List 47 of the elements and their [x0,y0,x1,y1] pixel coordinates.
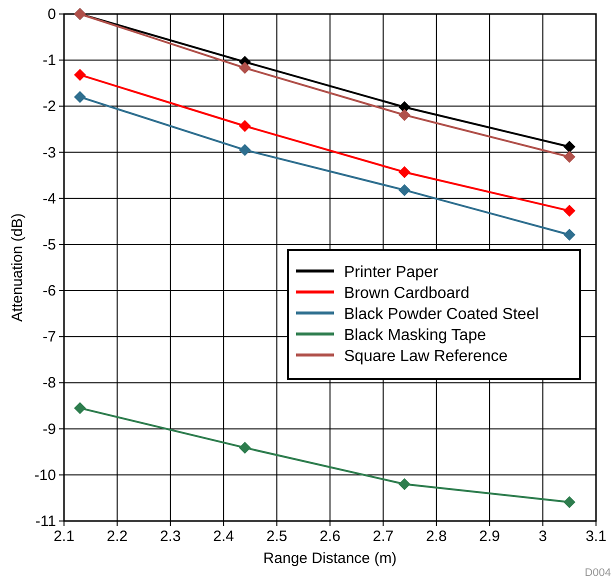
point [74,90,86,103]
legend-label: Printer Paper [344,264,439,281]
y-tick-label: -6 [42,282,56,300]
y-tick-label: 0 [48,6,56,23]
y-tick-label: -9 [42,420,56,438]
x-tick-label: 2.1 [54,528,74,545]
legend-label: Black Powder Coated Steel [344,306,539,323]
y-tick-label: -11 [35,513,56,530]
text: D004 [584,567,611,579]
x-tick-label: 2.7 [372,528,394,545]
point [398,184,410,196]
x-tick-label: 2.9 [479,528,500,545]
x-tick-label: 2.5 [266,528,288,545]
x-tick-label: 3 [538,528,547,545]
x-tick-label: 2.2 [106,528,128,545]
point [563,140,576,153]
point [398,478,410,490]
x-tick-label: 2.8 [426,528,447,545]
point [238,62,251,74]
point [74,402,86,414]
y-tick-label: -7 [42,328,56,346]
point [563,496,576,508]
x-tick-label: 2.3 [160,528,181,545]
y-tick-label: -8 [42,374,56,392]
point [563,228,576,241]
point [238,144,251,156]
point [398,166,410,178]
x-tick-label: 3.1 [586,528,606,545]
point [398,108,410,121]
point [238,120,251,132]
x-tick-label: 2.6 [320,528,340,545]
point [238,442,251,454]
legend-label: Black Masking Tape [344,327,486,344]
point [563,150,576,163]
y-tick-label: -3 [42,144,56,162]
point [74,68,86,81]
point [563,204,576,217]
y-tick-label: -5 [42,236,56,254]
y-tick-label: -4 [42,190,56,208]
x-axis-title: Range Distance (m) [263,550,397,567]
y-tick-label: -10 [34,466,56,484]
y-tick-label: -1 [42,52,56,70]
y-tick-label: -2 [42,98,56,116]
y-axis-title: Attenuation (dB) [9,213,26,322]
legend-label: Square Law Reference [344,348,508,365]
x-tick-label: 2.4 [213,528,234,545]
legend-label: Brown Cardboard [344,285,470,302]
